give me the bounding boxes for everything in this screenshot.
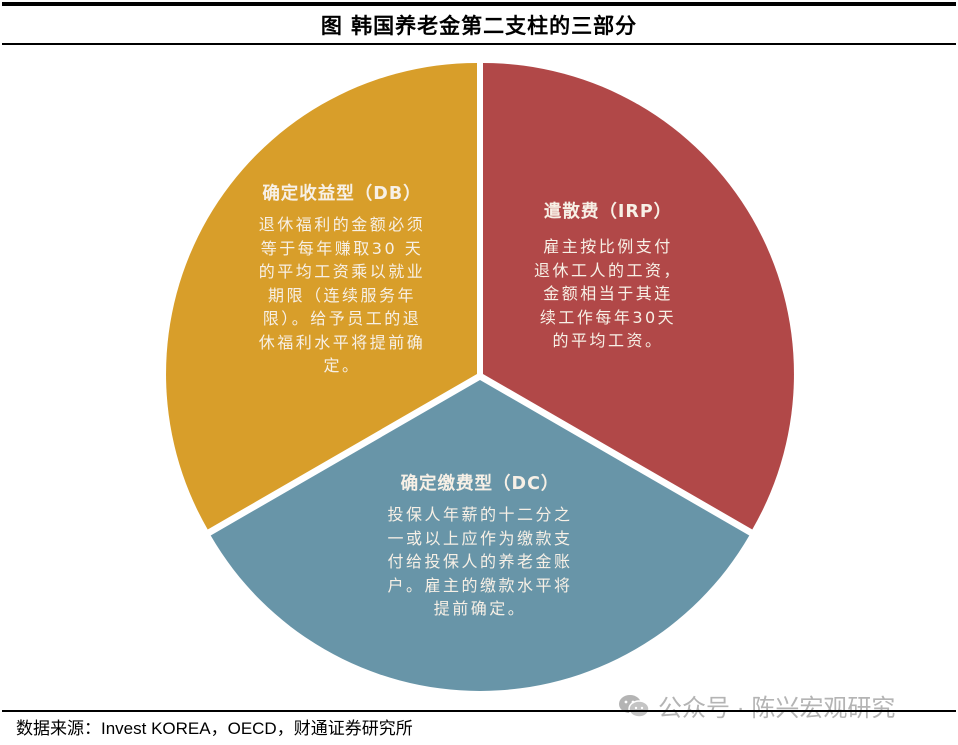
db-line: 的平均工资乘以就业 [258, 262, 426, 281]
db-line: 限）。给予员工的退 [262, 309, 422, 328]
irp-description: 雇主按比例支付 退休工人的工资， 金额相当于其连 续工作每年30天 的平均工资。 [508, 235, 708, 353]
dc-line: 户。雇主的缴款水平将 [387, 575, 573, 595]
slice-irp [483, 63, 794, 530]
source-note: 数据来源：Invest KOREA，OECD，财通证券研究所 [16, 719, 413, 738]
db-line: 等于每年赚取30 天 [260, 238, 424, 258]
dc-line: 投保人年薪的十二分之 [387, 505, 573, 524]
figure-title: 图 韩国养老金第二支柱的三部分 [320, 13, 638, 38]
dc-line: 付给投保人的养老金账 [387, 552, 573, 571]
irp-heading: 遣散费（IRP） [543, 202, 673, 222]
dc-heading: 确定缴费型（DC） [400, 474, 560, 494]
db-label: 确定收益型（DB） 退休福利的金额必须 等于每年赚取30 天 的平均工资乘以就业… [222, 180, 462, 378]
dc-description: 投保人年薪的十二分之 一或以上应作为缴款支 付给投保人的养老金账 户。雇主的缴款… [350, 503, 610, 621]
watermark-text: 公众号 · 陈兴宏观研究 [658, 695, 896, 722]
title-underline [2, 43, 956, 45]
slice-dc [210, 380, 750, 691]
top-rule [2, 2, 956, 6]
irp-line: 的平均工资。 [552, 331, 664, 350]
irp-label: 遣散费（IRP） 雇主按比例支付 退休工人的工资， 金额相当于其连 续工作每年3… [508, 198, 708, 353]
irp-line: 雇主按比例支付 [543, 237, 673, 256]
slice-db [166, 63, 478, 530]
db-line: 退休福利的金额必须 [258, 215, 426, 234]
db-heading: 确定收益型（DB） [262, 184, 422, 204]
db-line: 定。 [323, 356, 361, 375]
irp-line: 续工作每年30天 [539, 307, 677, 327]
db-line: 休福利水平将提前确 [258, 332, 426, 352]
dc-line: 提前确定。 [433, 599, 527, 618]
db-description: 退休福利的金额必须 等于每年赚取30 天 的平均工资乘以就业 期限（连续服务年 … [222, 213, 462, 378]
dc-label: 确定缴费型（DC） 投保人年薪的十二分之 一或以上应作为缴款支 付给投保人的养老… [350, 470, 610, 621]
irp-line: 退休工人的工资， [533, 260, 682, 280]
dc-line: 一或以上应作为缴款支 [387, 528, 573, 548]
watermark: 公众号 · 陈兴宏观研究 [618, 688, 895, 723]
irp-line: 金额相当于其连 [543, 284, 673, 303]
db-line: 期限（连续服务年 [267, 285, 416, 305]
footer-rule [2, 710, 956, 712]
wechat-icon [619, 694, 650, 718]
